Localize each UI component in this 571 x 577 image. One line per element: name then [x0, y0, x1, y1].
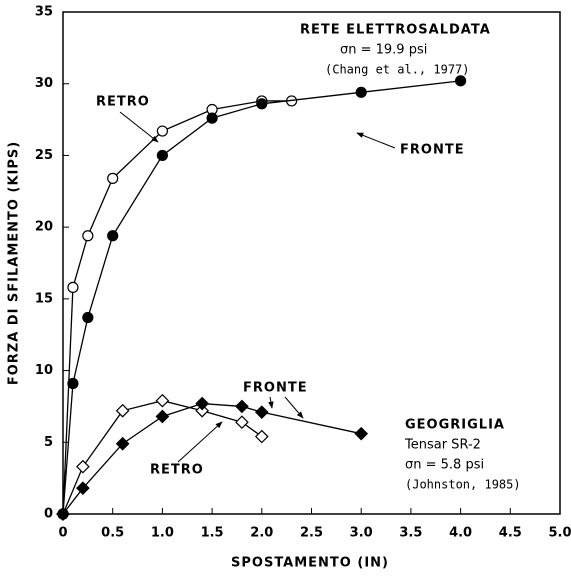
x-tick-label: 2.0 — [250, 526, 273, 541]
point — [156, 125, 168, 137]
point — [107, 230, 119, 242]
y-tick-label: 20 — [35, 220, 53, 235]
point — [76, 481, 90, 496]
annotation: FRONTE — [243, 381, 308, 396]
annotation: (Johnston, 1985) — [405, 478, 521, 492]
annotation: Tensar SR-2 — [404, 438, 481, 453]
annotation: FRONTE — [400, 143, 465, 158]
x-tick-label: 1.0 — [151, 526, 174, 541]
annotation: RETE ELETTROSALDATA — [300, 23, 491, 38]
x-axis-label: SPOSTAMENTO (IN) — [231, 556, 389, 571]
point — [254, 405, 269, 420]
annotation: RETRO — [150, 463, 204, 478]
y-tick-label: 5 — [44, 435, 53, 450]
series-line — [62, 100, 292, 515]
x-tick-label: 3.5 — [399, 526, 422, 541]
y-tick-label: 30 — [35, 76, 53, 91]
arrow — [268, 396, 274, 409]
point — [107, 172, 119, 184]
x-tick-label: 5.0 — [548, 526, 571, 541]
point — [115, 403, 130, 418]
point — [67, 281, 79, 293]
x-tick-label: 3.0 — [350, 526, 373, 541]
point — [155, 409, 170, 424]
arrows — [119, 111, 396, 463]
y-axis-label: FORZA DI SFILAMENTO (KIPS) — [7, 141, 22, 385]
annotation: RETRO — [96, 95, 150, 110]
point — [195, 403, 210, 418]
y-tick-label: 0 — [44, 507, 53, 522]
annotation: σn = 5.8 psi — [405, 458, 484, 473]
x-tick-label: 4.5 — [499, 526, 522, 541]
point — [195, 396, 210, 411]
point — [254, 429, 269, 444]
point — [235, 415, 249, 430]
annotation: (Chang et al., 1977) — [325, 63, 470, 77]
point — [355, 86, 367, 98]
arrow — [356, 132, 396, 149]
point — [82, 311, 94, 324]
point — [354, 426, 369, 441]
series-line — [62, 402, 362, 515]
plot-frame — [62, 11, 561, 515]
y-tick-label: 10 — [35, 363, 53, 378]
point — [56, 507, 70, 521]
point — [155, 393, 170, 408]
point — [76, 459, 90, 474]
x-tick-label: 4.0 — [449, 526, 472, 541]
y-tick-label: 15 — [35, 291, 53, 306]
annotation: σn = 19.9 psi — [340, 43, 427, 58]
point — [206, 112, 218, 124]
x-tick-label: 1.5 — [201, 526, 224, 541]
arrow — [177, 421, 223, 463]
x-tick-label: 0.5 — [101, 526, 124, 541]
point — [67, 377, 79, 390]
point — [235, 399, 249, 414]
arrow — [284, 396, 304, 419]
point — [455, 75, 467, 87]
point — [156, 149, 168, 162]
arrow — [119, 111, 159, 143]
point — [82, 230, 94, 242]
y-tick-label: 35 — [35, 5, 53, 20]
y-tick-label: 25 — [35, 148, 53, 163]
point — [115, 436, 130, 451]
point — [256, 98, 268, 110]
annotation: GEOGRIGLIA — [405, 418, 505, 433]
x-tick-label: 0 — [58, 526, 67, 541]
x-tick-label: 2.5 — [300, 526, 323, 541]
